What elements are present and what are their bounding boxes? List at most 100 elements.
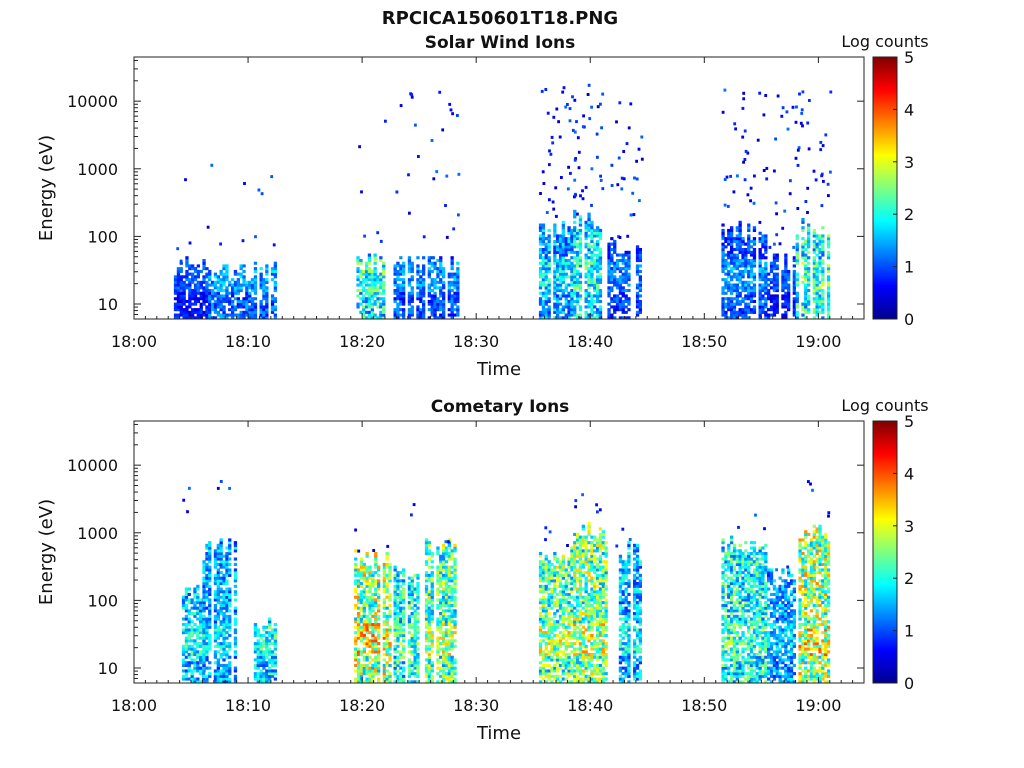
spectrogram-cell (382, 603, 386, 607)
spectrogram-cell (624, 310, 628, 314)
spectrogram-cell (567, 625, 571, 629)
spectrogram-cell (762, 113, 766, 117)
spectrogram-cell (265, 297, 269, 301)
spectrogram-cell (564, 592, 568, 596)
spectrogram-cell (735, 278, 739, 282)
spectrogram-cell (450, 612, 454, 616)
x-tick-label: 18:00 (111, 332, 157, 351)
spectrogram-cell (550, 669, 554, 673)
spectrogram-cell (578, 272, 583, 276)
spectrogram-cell (613, 248, 617, 252)
spectrogram-cell (587, 278, 591, 282)
spectrogram-cell (801, 124, 804, 128)
spectrogram-cell (219, 609, 223, 613)
spectrogram-cell (584, 242, 588, 246)
spectrogram-cell (730, 310, 734, 314)
spectrogram-cell (796, 148, 800, 152)
spectrogram-cell (826, 242, 831, 246)
spectrogram-cell (208, 666, 212, 670)
spectrogram-cell (399, 308, 403, 312)
spectrogram-cell (399, 269, 403, 273)
spectrogram-cell (270, 305, 275, 309)
spectrogram-cell (219, 560, 223, 564)
spectrogram-cell (541, 658, 546, 662)
spectrogram-cell (570, 595, 574, 599)
spectrogram-cell (228, 620, 232, 624)
spectrogram-cell (362, 592, 366, 596)
spectrogram-cell (613, 275, 617, 279)
spectrogram-cell (801, 250, 805, 254)
spectrogram-cell (433, 280, 437, 284)
spectrogram-cell (544, 294, 548, 298)
spectrogram-cell (590, 297, 594, 301)
spectrogram-cell (587, 272, 591, 276)
spectrogram-cell (233, 269, 238, 273)
spectrogram-cell (547, 598, 551, 602)
spectrogram-cell (792, 275, 796, 279)
spectrogram-cell (729, 174, 732, 178)
spectrogram-cell (188, 486, 191, 490)
spectrogram-cell (635, 177, 639, 181)
spectrogram-cell (553, 226, 557, 230)
spectrogram-cell (356, 269, 360, 273)
spectrogram-cell (222, 663, 226, 667)
spectrogram-cell (578, 220, 583, 224)
spectrogram-cell (566, 187, 570, 191)
spectrogram-cell (456, 305, 460, 309)
spectrogram-cell (541, 305, 546, 309)
spectrogram-cell (184, 674, 189, 678)
spectrogram-cell (727, 297, 731, 301)
spectrogram-cell (826, 297, 831, 301)
spectrogram-cell (402, 595, 406, 599)
spectrogram-cell (219, 294, 223, 298)
spectrogram-cell (377, 653, 381, 657)
spectrogram-cell (416, 631, 420, 635)
spectrogram-cell (758, 248, 762, 252)
spectrogram-cell (407, 661, 412, 665)
spectrogram-cell (196, 653, 200, 657)
spectrogram-cell (812, 239, 816, 243)
spectrogram-cell (253, 625, 258, 629)
spectrogram-cell (561, 259, 565, 263)
spectrogram-cell (377, 614, 381, 618)
spectrogram-cell (538, 283, 543, 287)
spectrogram-cell (188, 316, 192, 320)
spectrogram-cell (578, 223, 583, 227)
spectrogram-cell (579, 194, 582, 198)
spectrogram-cell (442, 272, 446, 276)
spectrogram-cell (359, 568, 364, 572)
spectrogram-cell (199, 294, 203, 298)
spectrogram-cell (187, 617, 191, 621)
spectrogram-cell (553, 250, 557, 254)
spectrogram-cell (407, 666, 412, 670)
spectrogram-cell (208, 565, 212, 569)
spectrogram-cell (359, 672, 364, 676)
spectrogram-cell (573, 587, 577, 591)
spectrogram-cell (724, 267, 728, 271)
spectrogram-cell (199, 305, 203, 309)
spectrogram-cell (567, 264, 571, 268)
spectrogram-cell (407, 642, 412, 646)
spectrogram-cell (442, 546, 446, 550)
spectrogram-cell (382, 302, 386, 306)
spectrogram-cell (205, 294, 209, 298)
spectrogram-cell (812, 267, 816, 271)
spectrogram-cell (416, 647, 420, 651)
spectrogram-cell (265, 316, 269, 320)
spectrogram-cell (259, 299, 263, 303)
spectrogram-cell (544, 242, 548, 246)
spectrogram-cell (199, 623, 203, 627)
spectrogram-cell (764, 94, 768, 97)
spectrogram-cell (570, 275, 574, 279)
spectrogram-cell (354, 595, 358, 599)
spectrogram-cell (627, 278, 631, 282)
spectrogram-cell (388, 595, 392, 599)
spectrogram-cell (191, 316, 195, 320)
colorbar-tick-label: 0 (904, 310, 914, 329)
spectrogram-cell (738, 242, 742, 246)
spectrogram-cell (396, 663, 400, 667)
spectrogram-cell (385, 552, 389, 556)
spectrogram-cell (184, 669, 189, 673)
spectrogram-cell (373, 272, 377, 276)
